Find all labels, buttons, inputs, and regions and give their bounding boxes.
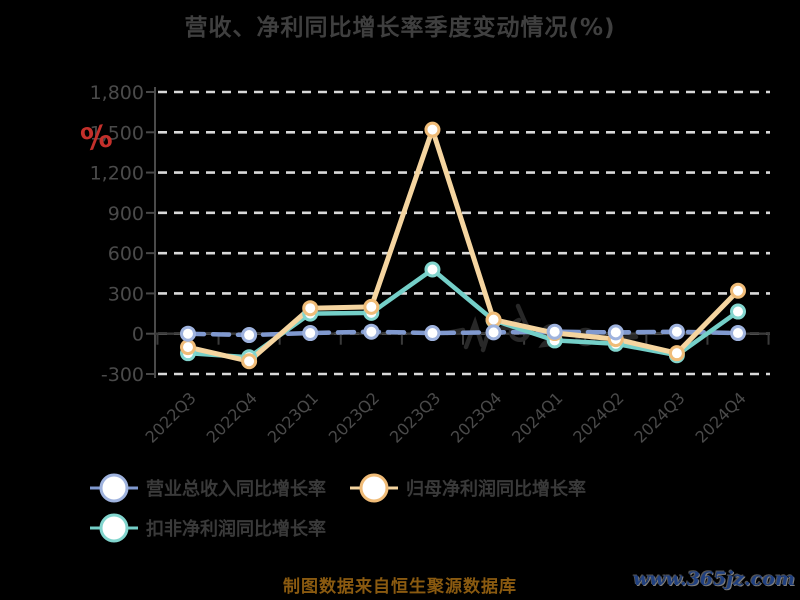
y-axis-tick-label: 300 <box>108 283 144 305</box>
chart-title: 营收、净利同比增长率季度变动情况(%) <box>184 15 616 41</box>
data-point-s0-2022Q3 <box>180 325 196 342</box>
x-axis-tick-label: 2024Q2 <box>569 388 627 446</box>
y-axis-tick-label: 0 <box>132 324 144 346</box>
legend-marker-orange <box>350 473 398 503</box>
legend-marker-blue <box>90 473 138 503</box>
data-source-note: 制图数据来自恒生聚源数据库 <box>283 577 517 597</box>
series-line-1 <box>185 127 741 364</box>
data-point-s0-2023Q2 <box>363 323 380 340</box>
legend: 营业总收入同比增长率 归母净利润同比增长率 扣非净利润同比增长率 <box>88 472 586 544</box>
legend-item-non-gaap-profit-growth: 扣非净利润同比增长率 <box>88 512 326 544</box>
data-point-s0-2023Q4 <box>485 324 502 341</box>
y-axis-tick-label: 1,200 <box>90 163 144 185</box>
legend-label-net-profit-growth: 归母净利润同比增长率 <box>406 479 586 500</box>
data-point-s2-2023Q3 <box>424 261 441 278</box>
y-axis-tick-label: -300 <box>101 364 144 386</box>
x-axis-tick-label: 2024Q3 <box>630 388 688 446</box>
data-point-s0-2024Q3 <box>668 323 685 340</box>
data-point-s0-2024Q1 <box>546 323 563 340</box>
y-axis-unit-label: % <box>78 118 115 159</box>
background-scribble <box>463 316 485 350</box>
data-point-s1-2022Q3 <box>180 339 196 356</box>
data-point-s0-2022Q4 <box>241 327 258 344</box>
y-axis-tick-label: 1,500 <box>90 122 144 144</box>
data-point-s2-2024Q4 <box>730 303 746 320</box>
legend-item-net-profit-growth: 归母净利润同比增长率 <box>348 472 586 504</box>
legend-label-non-gaap-profit-growth: 扣非净利润同比增长率 <box>146 519 326 540</box>
data-point-s0-2024Q2 <box>607 324 624 341</box>
data-point-s1-2024Q4 <box>730 282 746 299</box>
data-point-s1-2023Q3 <box>424 121 441 138</box>
x-axis-tick-label: 2023Q3 <box>386 388 444 446</box>
x-axis-tick-label: 2022Q4 <box>203 388 261 446</box>
data-point-s0-2024Q4 <box>730 325 746 342</box>
y-axis-tick-label: 900 <box>108 203 144 225</box>
x-axis-tick-label: 2022Q3 <box>141 388 199 446</box>
y-axis-tick-label: 1,800 <box>90 82 144 104</box>
legend-label-total-revenue-growth: 营业总收入同比增长率 <box>146 479 326 500</box>
x-axis-tick-label: 2023Q2 <box>325 388 383 446</box>
site-watermark: www.365jz.com <box>632 568 795 590</box>
x-axis-tick-label: 2023Q1 <box>264 388 322 446</box>
x-axis-tick-label: 2023Q4 <box>447 388 505 446</box>
data-point-s0-2023Q1 <box>302 325 319 342</box>
data-point-s1-2024Q3 <box>668 345 685 362</box>
data-point-s1-2023Q4 <box>485 311 502 328</box>
legend-marker-teal <box>90 513 138 543</box>
data-point-s1-2022Q4 <box>241 353 258 370</box>
legend-item-total-revenue-growth: 营业总收入同比增长率 <box>88 472 326 504</box>
data-point-s0-2023Q3 <box>424 325 441 342</box>
data-point-s1-2023Q1 <box>302 300 319 317</box>
x-axis-tick-label: 2024Q1 <box>508 388 566 446</box>
data-point-s1-2023Q2 <box>363 298 380 315</box>
y-axis-tick-label: 600 <box>108 243 144 265</box>
x-axis-tick-label: 2024Q4 <box>691 388 749 446</box>
